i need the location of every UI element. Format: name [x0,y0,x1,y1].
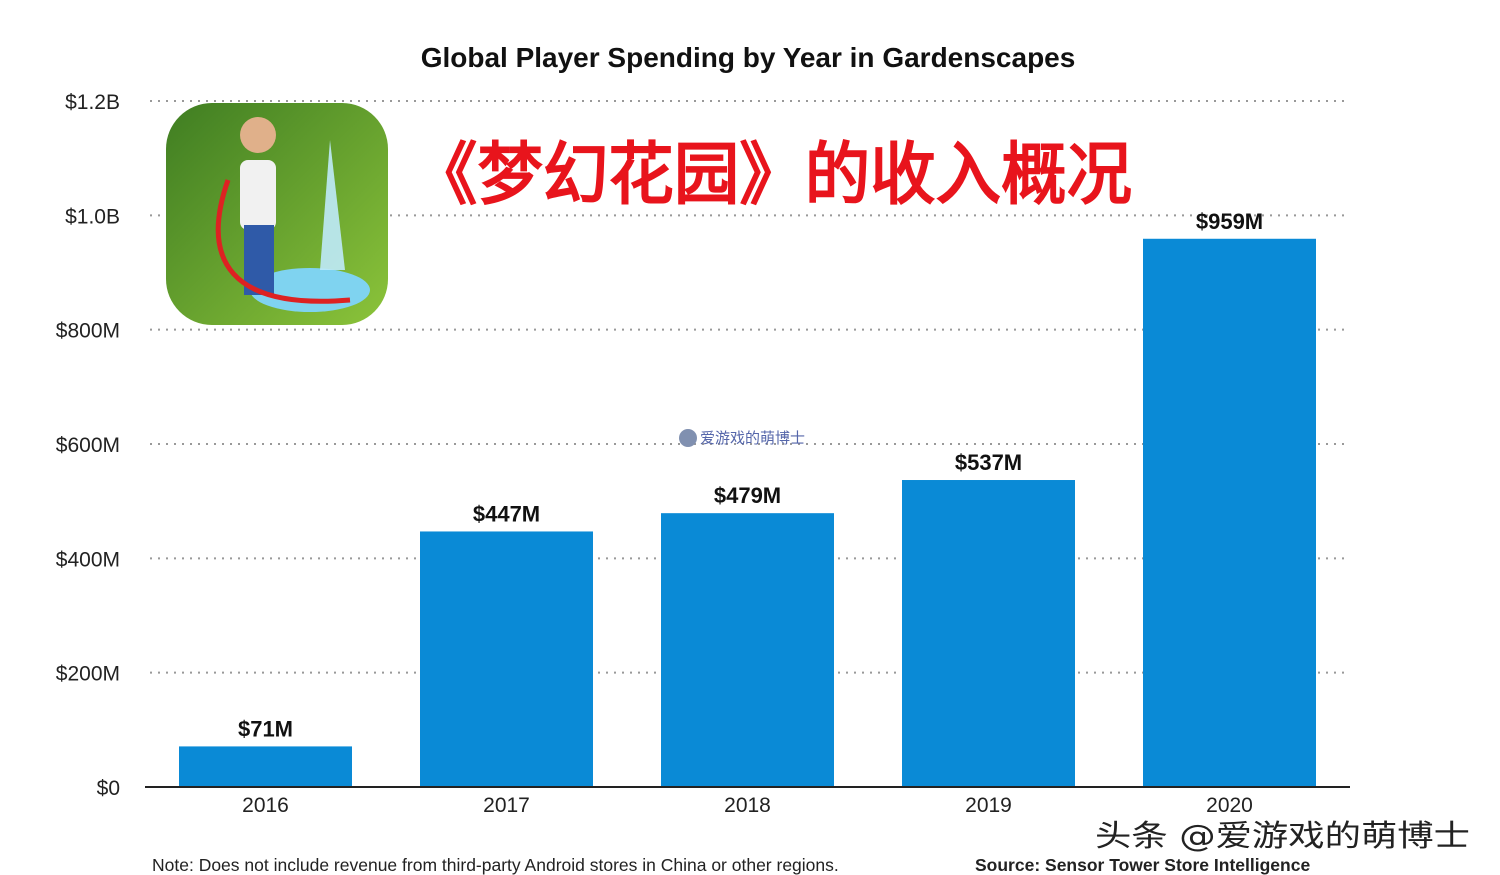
app-icon [166,103,388,325]
svg-text:爱游戏的萌博士: 爱游戏的萌博士 [700,429,805,447]
watermark: 头条 @爱游戏的萌博士 [1095,819,1470,854]
bar-2017 [420,531,593,787]
x-tick-label: 2018 [724,794,771,817]
y-tick-label: $600M [56,434,120,457]
x-tick-label: 2019 [965,794,1012,817]
y-tick-label: $400M [56,548,120,571]
y-tick-label: $1.0B [65,205,120,228]
data-label: $537M [955,450,1022,475]
bar-2018 [661,513,834,787]
chart-title: Global Player Spending by Year in Garden… [421,42,1076,73]
x-tick-label: 2017 [483,794,530,817]
x-tick-label: 2016 [242,794,289,817]
bar-2020 [1143,238,1316,787]
bar-2016 [179,746,352,787]
data-label: $959M [1196,209,1263,234]
y-tick-label: $800M [56,320,120,343]
footnote: Note: Does not include revenue from thir… [152,855,839,875]
x-tick-label: 2020 [1206,794,1253,817]
overlay-title: 《梦幻花园》的收入概况 [412,136,1132,215]
bar-2019 [902,480,1075,787]
y-tick-label: $0 [97,777,120,800]
mascot-icon [679,429,697,447]
y-tick-label: $1.2B [65,91,120,114]
y-tick-label: $200M [56,663,120,686]
source: Source: Sensor Tower Store Intelligence [975,855,1310,875]
data-label: $447M [473,501,540,526]
data-label: $71M [238,716,293,741]
data-label: $479M [714,483,781,508]
center-watermark: 爱游戏的萌博士 [679,429,805,447]
